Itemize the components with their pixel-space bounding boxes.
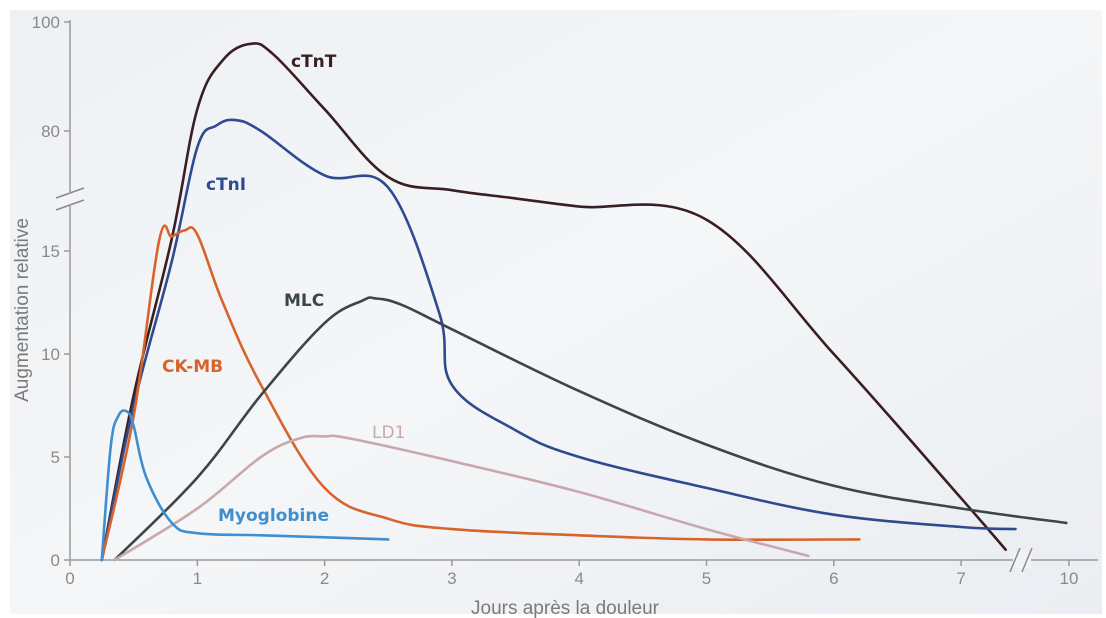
y-axis-break-mark: [55, 199, 85, 211]
series-line-mlc: [113, 296, 1068, 562]
y-tick-label: 10: [41, 345, 60, 364]
x-tick-label: 10: [1060, 569, 1079, 588]
y-ticks: 0 5 10 15 80 100: [32, 13, 70, 570]
x-axis-title: Jours après la douleur: [471, 598, 660, 618]
x-tick-label: 4: [574, 569, 583, 588]
series-line-ck-mb: [100, 224, 861, 562]
y-tick-label: 5: [51, 448, 60, 467]
x-axis-break-mark: [1021, 547, 1033, 573]
x-tick-label: 5: [702, 569, 711, 588]
x-tick-label: 0: [65, 569, 74, 588]
series-lines: [100, 42, 1068, 562]
y-tick-label: 100: [32, 13, 60, 32]
x-tick-label: 1: [193, 569, 202, 588]
series-line-ld1: [113, 434, 810, 562]
x-ticks: 0 1 2 3 4 5 6 7 10: [65, 560, 1078, 588]
x-tick-label: 2: [320, 569, 329, 588]
y-axis-title: Augmentation relative: [12, 218, 33, 402]
series-line-ctni: [100, 118, 1017, 562]
series-label-mlc: MLC: [284, 291, 324, 311]
series-line-myoglobine: [100, 409, 390, 562]
x-axis-break-mark: [1009, 547, 1021, 573]
y-tick-label: 80: [41, 122, 60, 141]
series-labels: cTnT cTnI CK-MB MLC LD1 Myoglobine: [162, 52, 405, 526]
series-label-myoglobine: Myoglobine: [218, 506, 329, 526]
y-tick-label: 15: [41, 242, 60, 261]
x-tick-label: 3: [447, 569, 456, 588]
x-axis-break-gap: [1013, 552, 1031, 568]
series-label-ld1: LD1: [372, 423, 405, 443]
series-label-ctnt: cTnT: [291, 52, 337, 72]
axes: [55, 20, 1098, 573]
series-label-ctni: cTnI: [206, 175, 246, 195]
y-tick-label: 0: [51, 551, 60, 570]
x-tick-label: 7: [956, 569, 965, 588]
series-label-ck-mb: CK-MB: [162, 357, 223, 377]
x-tick-label: 6: [829, 569, 838, 588]
y-axis-break-mark: [55, 187, 85, 199]
